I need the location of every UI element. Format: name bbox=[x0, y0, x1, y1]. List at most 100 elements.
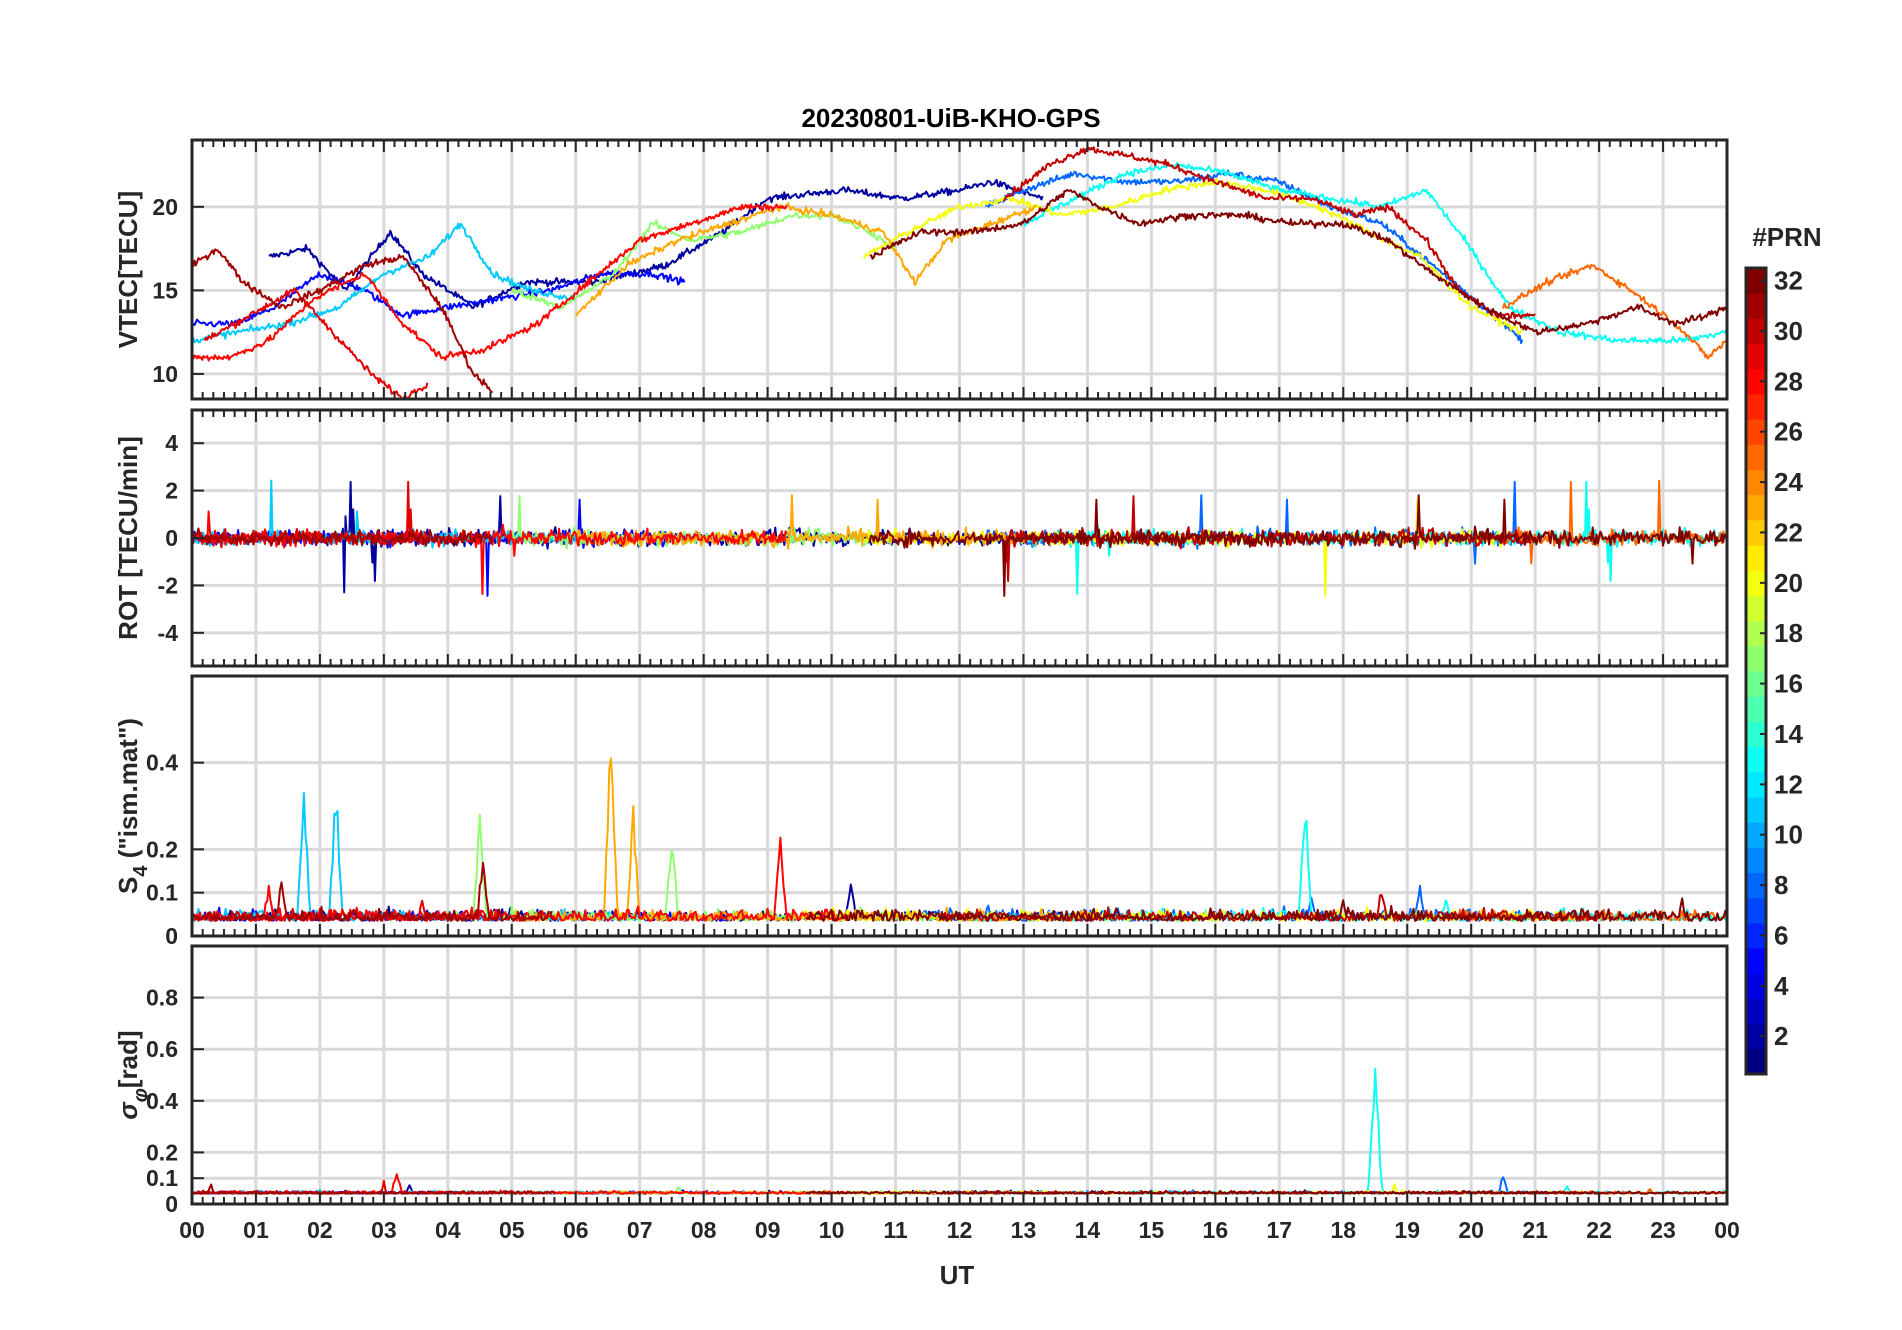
colorbar-segment bbox=[1746, 1048, 1766, 1075]
x-tick-label: 03 bbox=[371, 1217, 397, 1243]
trace-prn-11 bbox=[192, 222, 577, 344]
y-tick-label: 0.1 bbox=[146, 880, 178, 906]
y-tick-label: 0.1 bbox=[146, 1165, 178, 1191]
colorbar-segment bbox=[1746, 645, 1766, 672]
x-tick-label: 07 bbox=[627, 1217, 653, 1243]
trace-prn-32 bbox=[869, 189, 1727, 336]
colorbar-segment bbox=[1746, 444, 1766, 470]
x-tick-label: 18 bbox=[1330, 1217, 1356, 1243]
s4-traces bbox=[192, 757, 1727, 922]
colorbar-segment bbox=[1746, 393, 1766, 420]
trace-prn-32 bbox=[869, 494, 1727, 597]
x-tick-label: 17 bbox=[1266, 1217, 1292, 1243]
colorbar-segment bbox=[1746, 746, 1766, 773]
y-tick-label: 20 bbox=[152, 194, 178, 220]
colorbar-segment bbox=[1746, 872, 1766, 899]
x-tick-label: 11 bbox=[883, 1217, 908, 1243]
colorbar-tick-label: 24 bbox=[1774, 467, 1803, 497]
x-tick-label: 20 bbox=[1458, 1217, 1484, 1243]
colorbar-tick-label: 20 bbox=[1774, 568, 1803, 598]
x-tick-label: 15 bbox=[1139, 1217, 1165, 1243]
trace-prn-23 bbox=[575, 202, 1037, 316]
x-tick-label: 16 bbox=[1203, 1217, 1229, 1243]
colorbar-title: #PRN bbox=[1752, 222, 1821, 252]
colorbar-tick-label: 18 bbox=[1774, 618, 1803, 648]
x-tick-label: 01 bbox=[243, 1217, 269, 1243]
colorbar-segment bbox=[1746, 620, 1766, 647]
colorbar-tick-label: 12 bbox=[1774, 769, 1803, 799]
colorbar-segment bbox=[1746, 998, 1766, 1025]
y-tick-label: 2 bbox=[165, 478, 178, 504]
colorbar-segment bbox=[1746, 897, 1766, 924]
y-tick-label: -2 bbox=[158, 572, 178, 598]
colorbar-tick-label: 30 bbox=[1774, 316, 1803, 346]
colorbar-segment bbox=[1746, 1023, 1766, 1050]
x-tick-label: 19 bbox=[1394, 1217, 1420, 1243]
y-axis-label-s4: S4 ("ism.mat") bbox=[113, 718, 152, 894]
trace-prn-8 bbox=[984, 169, 1524, 345]
y-axis-label-vtec: VTEC[TECU] bbox=[113, 191, 143, 348]
colorbar-segment bbox=[1746, 721, 1766, 748]
colorbar-tick-label: 8 bbox=[1774, 870, 1788, 900]
y-tick-label: 4 bbox=[165, 430, 178, 456]
x-tick-label: 21 bbox=[1522, 1217, 1548, 1243]
trace-prn-8 bbox=[984, 480, 1524, 565]
colorbar-segment bbox=[1746, 696, 1766, 722]
trace-prn-31 bbox=[192, 248, 494, 394]
x-tick-label: 10 bbox=[819, 1217, 845, 1243]
colorbar-segment bbox=[1746, 368, 1766, 395]
panel-rot: -4 -2 0 2 4 ROT [TECU/min] bbox=[113, 408, 1729, 668]
colorbar-segment bbox=[1746, 595, 1766, 622]
colorbar-tick-label: 26 bbox=[1774, 417, 1803, 447]
colorbar-tick-label: 28 bbox=[1774, 366, 1803, 396]
colorbar-tick-label: 2 bbox=[1774, 1021, 1788, 1051]
trace-prn-32 bbox=[805, 1189, 1727, 1195]
trace-prn-13 bbox=[1022, 161, 1727, 345]
x-tick-label: 09 bbox=[755, 1217, 781, 1243]
colorbar-tick-label: 10 bbox=[1774, 820, 1803, 850]
x-tick-label: 04 bbox=[435, 1217, 461, 1243]
trace-prn-5 bbox=[192, 498, 686, 597]
trace-prn-30 bbox=[1003, 146, 1536, 320]
colorbar-segment bbox=[1746, 469, 1766, 496]
colorbar-segment bbox=[1746, 343, 1766, 370]
trace-prn-20 bbox=[862, 498, 1524, 597]
y-tick-label: 0.2 bbox=[146, 1139, 178, 1165]
trace-prn-23 bbox=[575, 494, 1038, 550]
trace-prn-29 bbox=[203, 287, 429, 399]
colorbar-segment bbox=[1746, 419, 1766, 445]
colorbar-tick-label: 32 bbox=[1774, 266, 1803, 296]
x-tick-label: 23 bbox=[1650, 1217, 1676, 1243]
colorbar-tick-label: 6 bbox=[1774, 920, 1788, 950]
x-tick-label: 22 bbox=[1586, 1217, 1612, 1243]
colorbar-segment bbox=[1746, 494, 1766, 521]
y-tick-label: 0.4 bbox=[146, 750, 178, 776]
colorbar-segment bbox=[1746, 922, 1766, 949]
panel-vtec: 10 15 20 VTEC[TECU] bbox=[113, 138, 1729, 401]
y-tick-label: 0 bbox=[165, 525, 178, 551]
y-tick-label: 0.4 bbox=[146, 1088, 178, 1114]
colorbar-segment bbox=[1746, 268, 1766, 294]
panel-s4: 0 0.1 0.2 0.4S4 ("ism.mat") bbox=[113, 674, 1729, 949]
y-tick-label: 0.8 bbox=[146, 985, 178, 1011]
colorbar-tick-label: 4 bbox=[1774, 971, 1789, 1001]
trace-prn-28 bbox=[192, 203, 788, 362]
y-tick-label: 0 bbox=[165, 923, 178, 949]
y-tick-label: 0 bbox=[165, 1191, 178, 1217]
panel-sigma_phi: 00.10.2 0.4 0.6 0.8 σφ[rad] 00 01 02 03 04 05 06 07 0… bbox=[113, 944, 1740, 1243]
x-tick-label: 06 bbox=[563, 1217, 589, 1243]
colorbar-segment bbox=[1746, 318, 1766, 345]
x-axis-label: UT bbox=[940, 1260, 975, 1290]
trace-prn-20 bbox=[862, 177, 1523, 336]
trace-prn-31 bbox=[192, 527, 494, 547]
x-tick-label: 02 bbox=[307, 1217, 333, 1243]
y-axis-label-sigma_phi: σφ[rad] bbox=[113, 1030, 152, 1119]
colorbar-segment bbox=[1746, 293, 1766, 319]
x-tick-label: 05 bbox=[499, 1217, 525, 1243]
trace-prn-23 bbox=[510, 757, 1100, 922]
trace-prn-25 bbox=[1502, 263, 1727, 360]
colorbar-segment bbox=[1746, 671, 1766, 697]
trace-prn-31 bbox=[192, 1183, 556, 1195]
